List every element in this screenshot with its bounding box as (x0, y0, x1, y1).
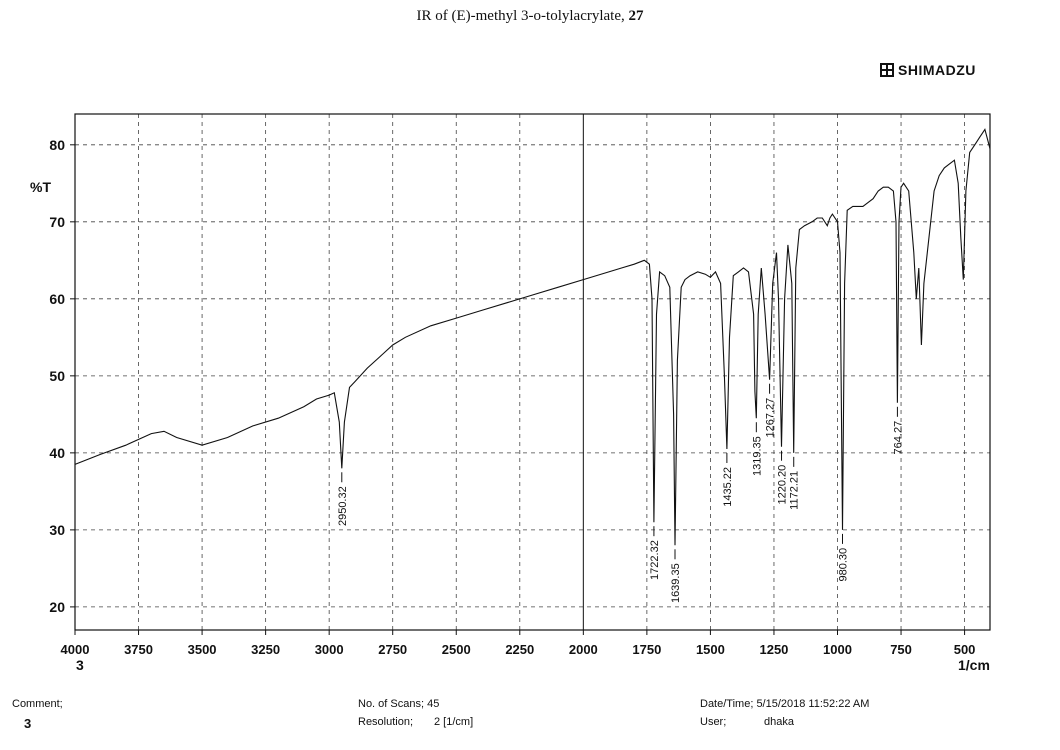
chart-title-text: IR of (E)-methyl 3-o-tolylacrylate, (416, 8, 629, 24)
y-tick-label: 80 (49, 137, 65, 153)
comment-value: 3 (24, 716, 32, 731)
peak-label: 1319.35 (751, 436, 763, 476)
peak-label: 2950.32 (337, 486, 349, 526)
peak-label: 764.27 (892, 421, 904, 455)
x-tick-label: 2250 (505, 642, 534, 657)
y-tick-label: 50 (49, 368, 65, 384)
y-tick-labels: 20 30 40 50 60 70 80 (49, 137, 65, 615)
datetime-label: Date/Time; 5/15/2018 11:52:22 AM (700, 698, 870, 710)
peak-label: 1172.21 (789, 471, 801, 510)
x-tick-label: 2750 (378, 642, 407, 657)
tick-marks (70, 144, 966, 635)
peak-label: 1220.20 (777, 465, 789, 505)
comment-label: Comment; (12, 698, 63, 710)
peak-label: 1722.32 (649, 540, 661, 580)
peak-label: 980.30 (838, 548, 850, 582)
scans-label: No. of Scans; 45 (358, 698, 440, 710)
y-tick-label: 40 (49, 445, 65, 461)
compound-number: 27 (628, 8, 644, 24)
x-tick-label: 3500 (188, 642, 217, 657)
peak-label: 1639.35 (670, 563, 682, 603)
y-tick-label: 20 (49, 599, 65, 615)
x-tick-label: 3000 (315, 642, 344, 657)
shimadzu-logo-icon (880, 63, 894, 77)
y-axis-label: %T (30, 179, 51, 195)
y-tick-label: 60 (49, 291, 65, 307)
y-tick-label: 70 (49, 214, 65, 230)
x-axis-label: 1/cm (958, 657, 990, 673)
x-tick-label: 4000 (61, 642, 90, 657)
x-tick-label: 1750 (632, 642, 661, 657)
x-tick-label: 1250 (759, 642, 788, 657)
spectrum-line (74, 128, 991, 546)
plot-border (74, 113, 991, 631)
x-tick-label: 2500 (442, 642, 471, 657)
x-tick-label: 750 (890, 642, 912, 657)
x-tick-label: 3250 (251, 642, 280, 657)
x-tick-label: 3750 (124, 642, 153, 657)
resolution-label: Resolution; (358, 716, 414, 728)
shimadzu-logo: SHIMADZU (880, 62, 976, 78)
x-tick-labels: 4000 3750 3500 3250 3000 2750 2500 2250 2000 1750… (61, 642, 976, 657)
chart-title: IR of (E)-methyl 3-o-tolylacrylate, 27 (0, 8, 1060, 25)
resolution-value: 2 [1/cm] (434, 716, 474, 728)
x-corner-label: 3 (76, 657, 84, 673)
peak-labels: 2950.32 1722.32 1639.35 1435.22 1319.351267.… (337, 383, 904, 603)
peak-label: 1435.22 (722, 467, 734, 507)
chart-grid (75, 114, 990, 630)
user-label: User; (700, 716, 727, 728)
x-tick-label: 2000 (569, 642, 598, 657)
x-tick-label: 500 (954, 642, 976, 657)
y-tick-label: 30 (49, 522, 65, 538)
peak-label: 1267.27 (765, 398, 777, 438)
brand-name: SHIMADZU (898, 62, 976, 78)
user-value: dhaka (764, 716, 794, 728)
x-tick-label: 1500 (696, 642, 725, 657)
plot-frame (74, 113, 991, 631)
x-tick-label: 1000 (823, 642, 852, 657)
